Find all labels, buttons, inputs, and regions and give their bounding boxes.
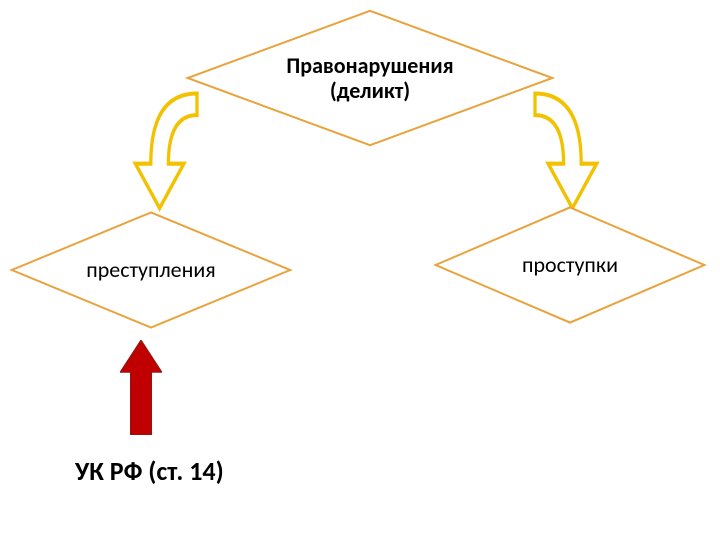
bottom-label: УК РФ (ст. 14) [75, 455, 224, 487]
node-left-label: преступления [86, 257, 215, 282]
node-right-label: проступки [522, 252, 618, 277]
red-up-arrow [120, 340, 162, 435]
node-right-diamond: проступки [430, 205, 710, 325]
node-left-diamond: преступления [6, 210, 296, 330]
node-top-label: Правонарушения (деликт) [286, 53, 453, 104]
node-top-diamond: Правонарушения (деликт) [180, 8, 560, 148]
